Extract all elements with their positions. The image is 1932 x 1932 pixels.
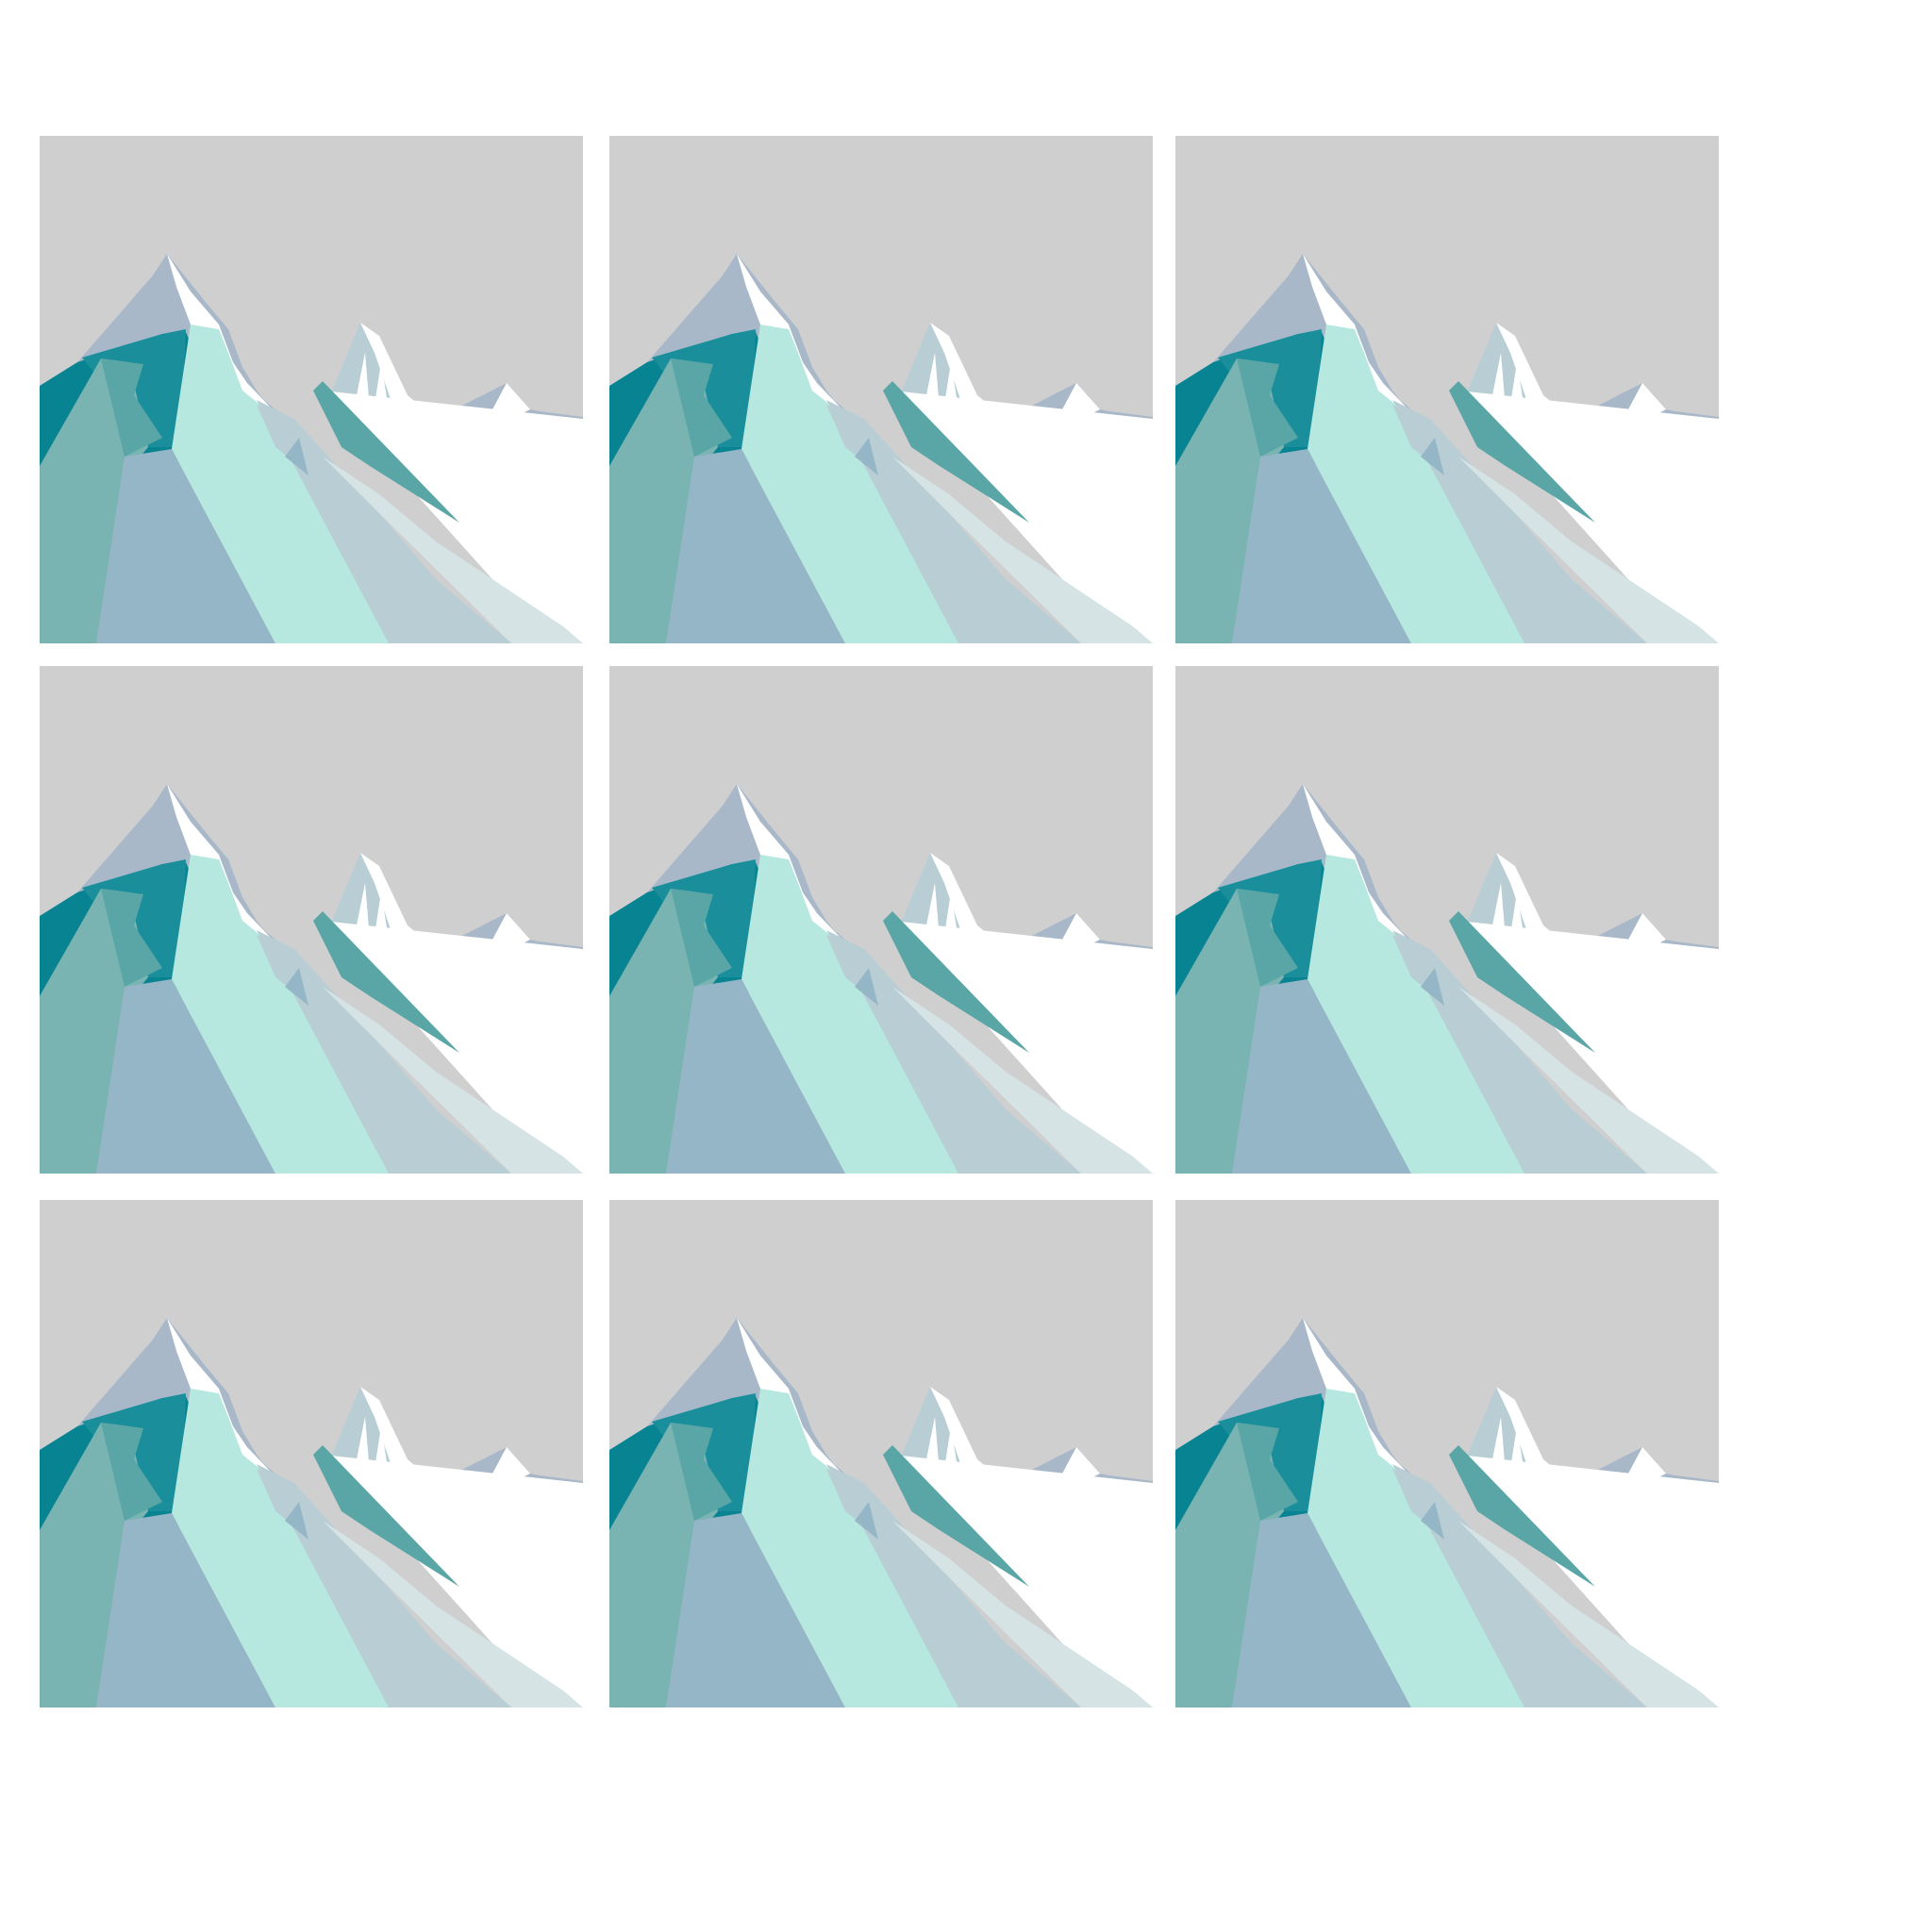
mountain-illustration-6 xyxy=(1175,666,1719,1174)
mountain-landscape-graphic xyxy=(609,136,1153,643)
mountain-illustration-9 xyxy=(1175,1200,1719,1707)
mountain-landscape-graphic xyxy=(1175,136,1719,643)
mountain-landscape-graphic xyxy=(1175,666,1719,1174)
mountain-illustration-3 xyxy=(1175,136,1719,643)
mountain-landscape-graphic xyxy=(40,1200,583,1707)
mountain-illustration-8 xyxy=(609,1200,1153,1707)
mountain-illustration-2 xyxy=(609,136,1153,643)
mountain-illustration-1 xyxy=(40,136,583,643)
mountain-landscape-graphic xyxy=(40,136,583,643)
mountain-landscape-graphic xyxy=(40,666,583,1174)
mountain-landscape-graphic xyxy=(1175,1200,1719,1707)
mountain-illustration-7 xyxy=(40,1200,583,1707)
mountain-illustration-4 xyxy=(40,666,583,1174)
mountain-landscape-graphic xyxy=(609,1200,1153,1707)
mountain-landscape-graphic xyxy=(609,666,1153,1174)
mountain-illustration-5 xyxy=(609,666,1153,1174)
